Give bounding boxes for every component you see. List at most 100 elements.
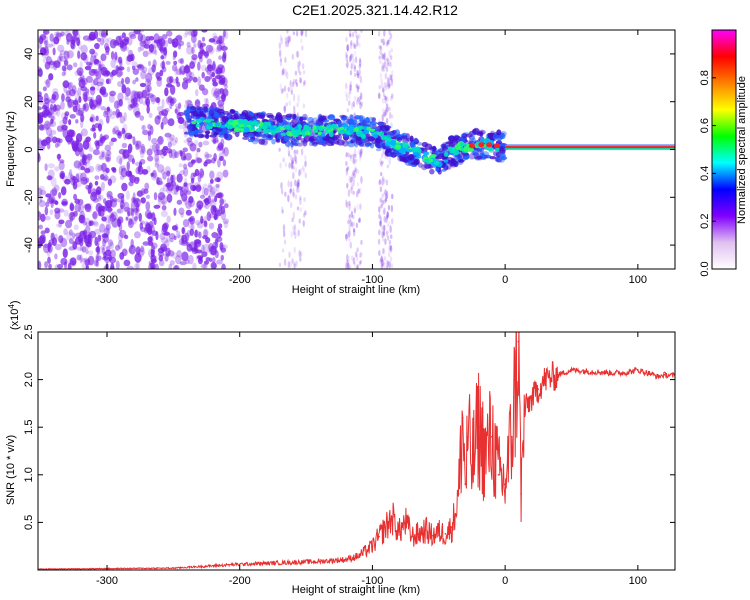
streak-point xyxy=(352,42,356,48)
noise-point xyxy=(94,58,100,65)
noise-point xyxy=(100,245,106,250)
streak-point xyxy=(292,172,295,180)
ridge-core-point xyxy=(304,130,311,136)
noise-point xyxy=(119,229,127,238)
streak-point xyxy=(349,54,353,62)
noise-point xyxy=(87,255,95,266)
noise-point xyxy=(144,182,150,191)
noise-point xyxy=(59,173,64,179)
noise-point xyxy=(96,255,102,262)
streak-point xyxy=(381,54,385,61)
noise-point xyxy=(92,211,98,220)
noise-point xyxy=(43,40,49,45)
snr-data-point xyxy=(484,454,487,457)
snr-data-point xyxy=(517,340,520,343)
ridge-point xyxy=(385,127,391,131)
streak-point xyxy=(388,30,391,36)
streak-point xyxy=(296,61,300,68)
noise-point xyxy=(59,53,63,62)
streak-point xyxy=(359,75,363,84)
snr-exponent-power: 4 xyxy=(7,304,16,309)
streak-point xyxy=(296,50,300,59)
colorbar-tick-label: 0.2 xyxy=(699,214,711,229)
noise-point xyxy=(156,76,162,81)
streak-point xyxy=(298,60,301,67)
noise-point xyxy=(119,115,125,124)
noise-point xyxy=(70,39,75,49)
ridge-point xyxy=(479,130,484,137)
ridge-point xyxy=(207,106,213,113)
noise-point xyxy=(117,208,122,214)
streak-point xyxy=(382,64,386,73)
noise-point xyxy=(82,139,90,150)
ridge-point xyxy=(247,138,255,143)
streak-point xyxy=(296,180,299,188)
noise-point xyxy=(179,187,183,193)
streak-point xyxy=(293,223,297,231)
streak-point xyxy=(380,78,383,83)
streak-point xyxy=(283,105,286,112)
streak-point xyxy=(291,157,295,164)
streak-point xyxy=(346,231,350,239)
noise-point xyxy=(54,253,58,260)
ridge-core-point xyxy=(380,135,388,141)
noise-point xyxy=(95,71,102,80)
streak-point xyxy=(355,31,358,39)
noise-point xyxy=(57,44,65,53)
snr-data-point xyxy=(411,535,414,538)
snr-data-point xyxy=(391,516,394,519)
noise-point xyxy=(47,242,51,252)
noise-point xyxy=(99,88,106,94)
streak-point xyxy=(359,149,362,158)
ridge-core-point xyxy=(339,126,345,131)
noise-point xyxy=(110,51,115,60)
streak-point xyxy=(384,238,387,245)
noise-point xyxy=(152,169,157,179)
streak-point xyxy=(282,230,286,238)
y-tick-label: 40 xyxy=(23,48,35,60)
streak-point xyxy=(355,222,359,229)
noise-point xyxy=(197,61,201,71)
streak-point xyxy=(383,215,386,223)
snr-data-point xyxy=(471,464,473,467)
noise-point xyxy=(107,205,112,213)
noise-point xyxy=(100,53,107,62)
noise-point xyxy=(206,211,212,222)
noise-point xyxy=(150,96,156,105)
noise-point xyxy=(123,111,127,122)
noise-point xyxy=(100,174,105,181)
ridge-point xyxy=(233,113,239,120)
noise-point xyxy=(96,84,100,92)
noise-point xyxy=(192,36,196,43)
streak-point xyxy=(387,39,390,46)
ridge-core-point xyxy=(195,118,202,124)
streak-point xyxy=(302,81,306,87)
noise-point xyxy=(146,212,153,220)
noise-point xyxy=(44,261,49,269)
streak-point xyxy=(295,82,299,87)
streak-point xyxy=(383,41,386,46)
noise-point xyxy=(124,76,131,85)
streak-point xyxy=(347,152,350,158)
noise-point xyxy=(198,256,203,262)
noise-point xyxy=(200,170,205,177)
noise-point xyxy=(40,35,49,43)
noise-point xyxy=(107,178,113,186)
streak-point xyxy=(356,182,360,187)
noise-point xyxy=(73,160,81,169)
figure-title: C2E1.2025.321.14.42.R12 xyxy=(292,2,458,18)
noise-point xyxy=(105,51,110,56)
noise-point xyxy=(54,207,61,214)
ridge-core-point xyxy=(459,142,465,147)
noise-point xyxy=(200,215,204,224)
noise-point xyxy=(210,185,217,194)
streak-point xyxy=(382,224,386,231)
ridge-core-point xyxy=(389,140,394,146)
noise-point xyxy=(139,145,146,155)
noise-point xyxy=(140,143,146,154)
ridge-point xyxy=(500,152,505,158)
noise-point xyxy=(113,197,118,203)
streak-point xyxy=(292,93,296,102)
streak-point xyxy=(379,258,382,264)
